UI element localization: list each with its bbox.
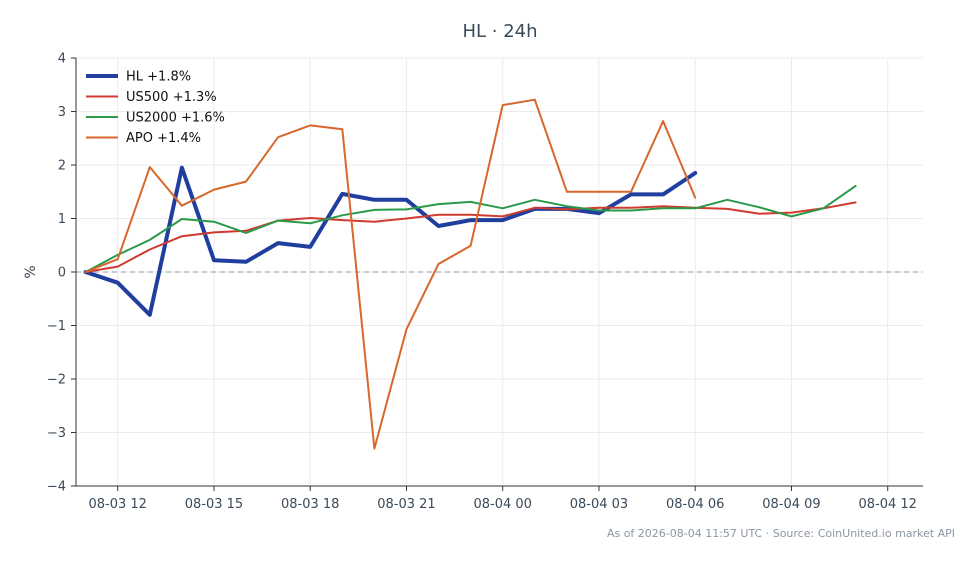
y-tick-label: −4	[47, 480, 66, 495]
y-tick-label: 0	[58, 266, 66, 281]
x-tick-label: 08-04 03	[570, 497, 628, 512]
y-tick-label: −2	[47, 373, 66, 388]
x-tick-label: 08-03 18	[281, 497, 339, 512]
legend-label-0: HL +1.8%	[126, 70, 191, 85]
x-tick-label: 08-04 06	[666, 497, 724, 512]
y-tick-label: 4	[58, 52, 66, 67]
y-tick-label: 1	[58, 212, 66, 227]
y-axis-ticks: −4 −3 −2 −1 0 1 2 3 4	[47, 52, 76, 495]
legend-label-3: APO +1.4%	[126, 131, 201, 146]
y-tick-label: −3	[47, 426, 66, 441]
x-tick-label: 08-03 15	[185, 497, 243, 512]
x-axis-ticks: 08-03 12 08-03 15 08-03 18 08-03 21 08-04 00…	[88, 486, 917, 512]
x-tick-label: 08-04 09	[762, 497, 820, 512]
x-tick-label: 08-03 12	[88, 497, 146, 512]
series-line-0	[83, 165, 698, 317]
y-tick-label: −1	[47, 319, 66, 334]
y-tick-label: 3	[58, 105, 66, 120]
series-lines	[83, 98, 857, 450]
y-tick-label: 2	[58, 159, 66, 174]
legend-label-1: US500 +1.3%	[126, 90, 217, 105]
legend: HL +1.8% US500 +1.3% US2000 +1.6% APO +1.4%	[86, 70, 225, 146]
legend-label-2: US2000 +1.6%	[126, 111, 225, 126]
series-line-1	[84, 201, 857, 273]
x-tick-label: 08-03 21	[377, 497, 435, 512]
series-line-3	[84, 98, 697, 450]
y-axis-label: %	[23, 265, 39, 278]
footer-source: As of 2026-08-04 11:57 UTC · Source: Coi…	[607, 527, 955, 540]
series-line-2	[84, 184, 857, 273]
x-tick-label: 08-04 12	[858, 497, 916, 512]
chart-title: HL · 24h	[462, 21, 537, 42]
x-tick-label: 08-04 00	[473, 497, 531, 512]
